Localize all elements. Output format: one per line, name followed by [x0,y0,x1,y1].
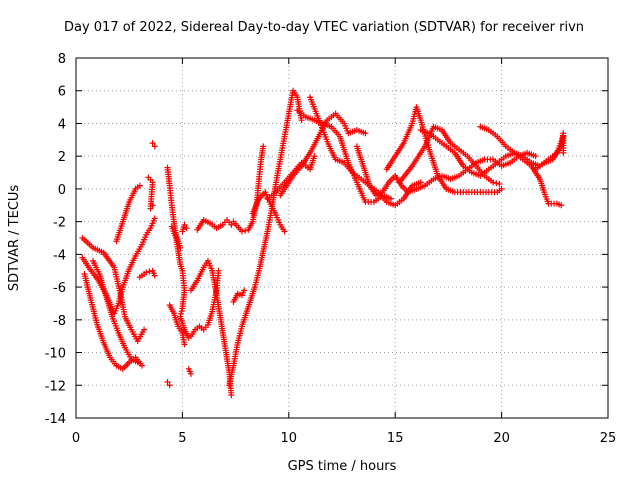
data-point [147,205,154,212]
data-point [311,153,318,160]
data-point-fill [146,268,153,275]
data-point [260,143,267,150]
x-tick-label: 20 [493,431,510,446]
y-tick-label: 4 [58,117,66,132]
data-point [151,143,158,150]
y-tick-label: -10 [45,347,66,362]
data-series [532,130,567,173]
data-series [230,287,248,305]
data-series [164,379,173,389]
data-point [560,149,567,156]
data-point [532,153,539,160]
data-point [141,326,148,333]
data-point [498,185,505,192]
y-tick-labels: -14 -12 -10 -8 -6 -4 -2 0 2 4 6 8 [45,52,66,427]
x-axis-label: GPS time / hours [288,459,397,474]
y-tick-label: 2 [58,150,66,165]
data-point [238,228,245,235]
y-tick-label: -14 [45,412,66,427]
data-point [215,267,222,274]
data-point [166,382,173,389]
data-point [228,221,235,228]
y-tick-label: -12 [45,379,66,394]
data-point [179,305,186,312]
y-tick-label: -8 [53,314,66,329]
data-point [181,221,188,228]
data-point [149,140,156,147]
y-tick-label: 0 [58,183,66,198]
data-point [298,117,305,124]
y-tick-label: -4 [53,248,66,263]
data-point-fill [178,308,185,315]
data-series [79,235,148,345]
data-series [90,257,141,366]
data-point [149,202,156,209]
data-point [558,202,565,209]
data-series [396,123,503,187]
data-point [228,392,235,399]
y-tick-label: 8 [58,52,66,67]
data-series [81,271,145,372]
axis-ticks [75,57,609,419]
data-point [143,269,150,276]
data-point [281,228,288,235]
grid [76,58,608,418]
data-series [168,223,192,341]
data-point [496,181,503,187]
x-tick-labels: 0 5 10 15 20 25 [72,431,616,446]
data-series [226,87,305,389]
y-axis-label: SDTVAR / TECUs [7,185,22,292]
data-series [417,127,567,179]
data-series [113,182,143,245]
x-tick-label: 10 [281,431,298,446]
y-tick-label: 6 [58,85,66,100]
x-tick-label: 15 [387,431,404,446]
data-series [194,217,235,233]
data-series [179,221,190,235]
data-series [149,140,158,150]
data-series [187,267,222,340]
data-point [136,182,143,189]
x-tick-label: 0 [72,431,80,446]
data-series [166,302,188,348]
data-series [383,104,505,196]
data-point-fill [242,227,249,234]
data-series [294,107,394,205]
data-points [79,87,567,399]
data-point [181,341,188,348]
data-point [138,362,145,369]
data-series [277,110,369,199]
data-point [490,179,497,186]
data-series [477,123,565,209]
data-series [185,365,194,377]
data-point [187,370,194,377]
data-series [136,267,158,281]
data-series [187,257,235,399]
data-point-fill [493,180,500,187]
data-point [183,225,190,232]
data-series [249,189,288,235]
data-point [241,287,248,294]
x-tick-label: 25 [600,431,617,446]
plot-frame [75,57,609,419]
data-point [151,215,158,222]
data-point [164,379,171,385]
data-point [362,130,369,137]
data-series [145,174,156,212]
y-tick-label: -6 [53,281,66,296]
data-point [134,359,141,366]
x-tick-label: 5 [178,431,186,446]
chart-title: Day 017 of 2022, Sidereal Day-to-day VTE… [64,20,584,35]
y-tick-label: -2 [53,216,66,231]
data-point [151,272,158,279]
data-series [264,153,318,202]
